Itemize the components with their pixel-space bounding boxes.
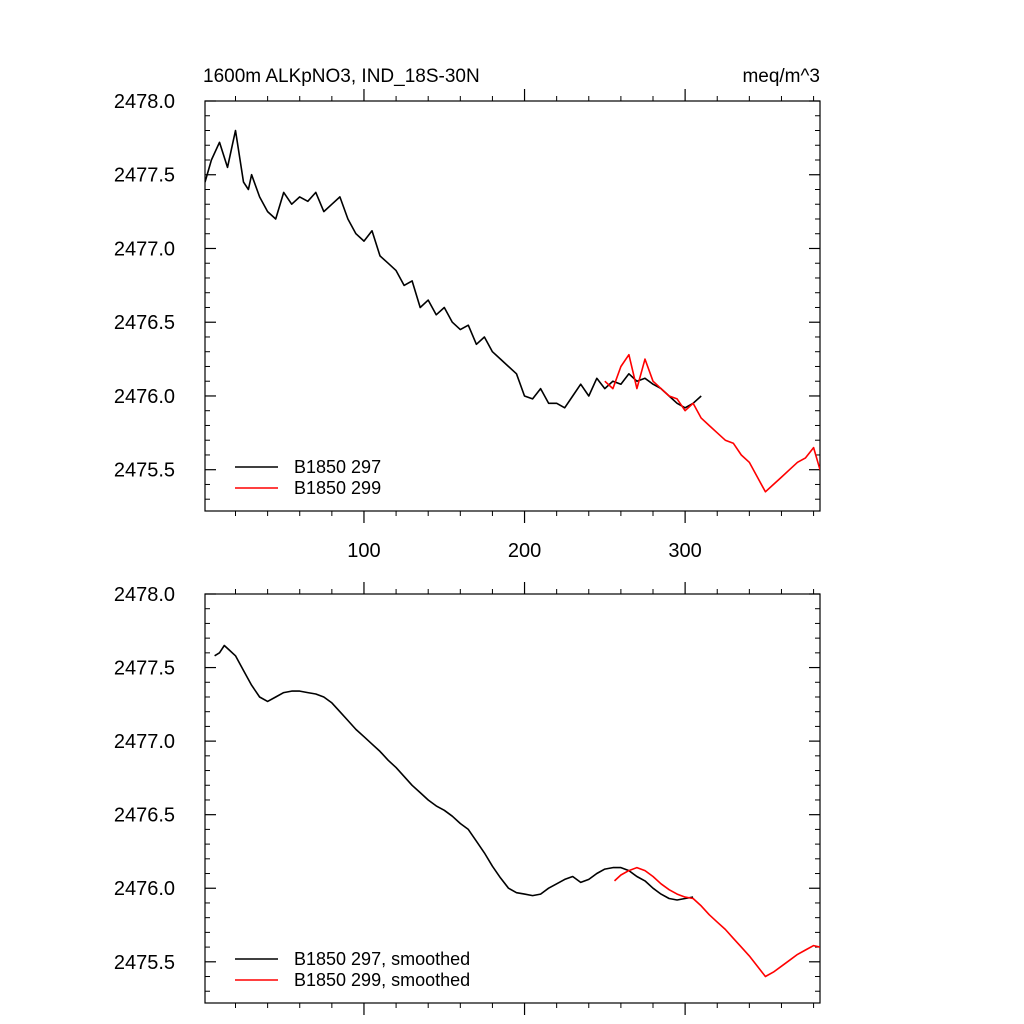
y-tick-label: 2477.0 bbox=[114, 238, 175, 260]
y-tick-label: 2476.5 bbox=[114, 805, 175, 827]
raw-series bbox=[205, 129, 820, 493]
series-line-b1850-299 bbox=[613, 866, 820, 978]
y-tick-label: 2477.5 bbox=[114, 165, 175, 187]
y-tick-label: 2475.5 bbox=[114, 952, 175, 974]
units-label: meq/m^3 bbox=[742, 66, 820, 87]
y-tick-label: 2476.0 bbox=[114, 386, 175, 408]
y-tick-label: 2478.0 bbox=[114, 584, 175, 606]
x-tick-label: 300 bbox=[668, 540, 701, 562]
y-tick-label: 2477.5 bbox=[114, 658, 175, 680]
y-tick-label: 2477.0 bbox=[114, 731, 175, 753]
legend-label: B1850 297 bbox=[294, 457, 381, 477]
smoothed-axes: 2478.0 2477.5 2477.0 2476.5 2476.0 2475.5 bbox=[114, 582, 821, 1015]
raw-panel: 2478.0 2477.5 2477.0 2476.5 2476.0 2475.5 100 2… bbox=[114, 89, 821, 562]
panel-title: 1600m ALKpNO3, IND_18S-30N bbox=[203, 66, 480, 87]
raw-axes: 2478.0 2477.5 2477.0 2476.5 2476.0 2475.5 100 2… bbox=[114, 89, 821, 562]
series-line-b1850-299 bbox=[604, 353, 820, 493]
y-tick-label: 2478.0 bbox=[114, 91, 175, 113]
smoothed-panel: 2478.0 2477.5 2477.0 2476.5 2476.0 2475.5 B18… bbox=[114, 582, 821, 1015]
smoothed-series bbox=[214, 644, 820, 978]
y-tick-label: 2476.0 bbox=[114, 878, 175, 900]
plot-frame bbox=[204, 100, 821, 512]
legend-label: B1850 297, smoothed bbox=[294, 949, 470, 969]
plot-frame bbox=[204, 593, 821, 1004]
legend-label: B1850 299, smoothed bbox=[294, 970, 470, 990]
y-tick-label: 2475.5 bbox=[114, 460, 175, 482]
x-tick-label: 200 bbox=[508, 540, 541, 562]
series-line-b1850-297 bbox=[205, 129, 702, 409]
x-tick-label: 100 bbox=[347, 540, 380, 562]
series-line-b1850-297 bbox=[214, 644, 694, 901]
y-tick-label: 2476.5 bbox=[114, 312, 175, 334]
legend-label: B1850 299 bbox=[294, 478, 381, 498]
